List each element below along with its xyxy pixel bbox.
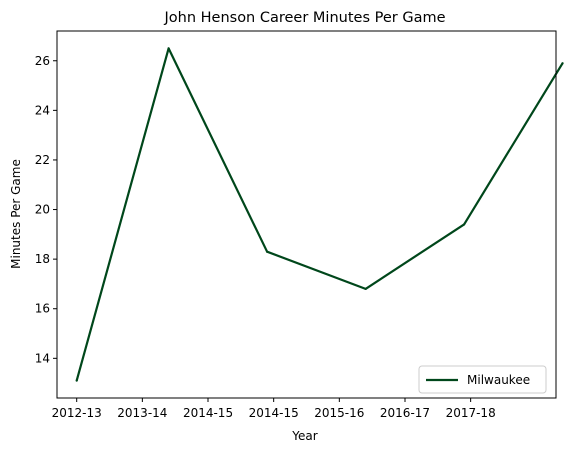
x-axis-label: Year	[291, 429, 317, 443]
x-tick-label: 2012-13	[52, 406, 102, 420]
y-tick-label: 20	[35, 203, 50, 217]
x-tick-label: 2017-18	[446, 406, 496, 420]
legend: Milwaukee	[418, 365, 547, 394]
legend-box	[418, 365, 547, 394]
y-axis-label: Minutes Per Game	[9, 159, 23, 269]
x-tick-label: 2015-16	[314, 406, 364, 420]
data-point	[561, 62, 564, 65]
x-axis: 2012-13 2013-14 2014-15 2014-15 2015-16 2016-…	[52, 398, 496, 420]
data-point	[462, 223, 466, 226]
legend-label-milwaukee: Milwaukee	[467, 373, 530, 387]
data-point	[364, 287, 367, 290]
plot-area	[75, 47, 564, 382]
y-axis: 14 16 18 20 22 24 26	[35, 54, 57, 365]
y-tick-label: 22	[35, 153, 50, 167]
x-tick-label: 2013-14	[117, 406, 167, 420]
y-tick-label: 14	[35, 351, 50, 365]
series-line-milwaukee	[75, 47, 564, 381]
y-tick-label: 26	[35, 54, 50, 68]
chart-title: John Henson Career Minutes Per Game	[163, 10, 445, 26]
y-tick-label: 18	[35, 252, 50, 266]
plot-frame	[56, 30, 557, 399]
data-point	[167, 47, 170, 50]
data-point	[266, 250, 269, 253]
data-point	[75, 379, 78, 382]
x-tick-label: 2014-15	[249, 406, 299, 420]
y-tick-label: 16	[35, 302, 50, 316]
y-tick-label: 24	[35, 103, 50, 117]
x-tick-label: 2016-17	[380, 406, 430, 420]
x-tick-label: 2014-15	[183, 406, 233, 420]
